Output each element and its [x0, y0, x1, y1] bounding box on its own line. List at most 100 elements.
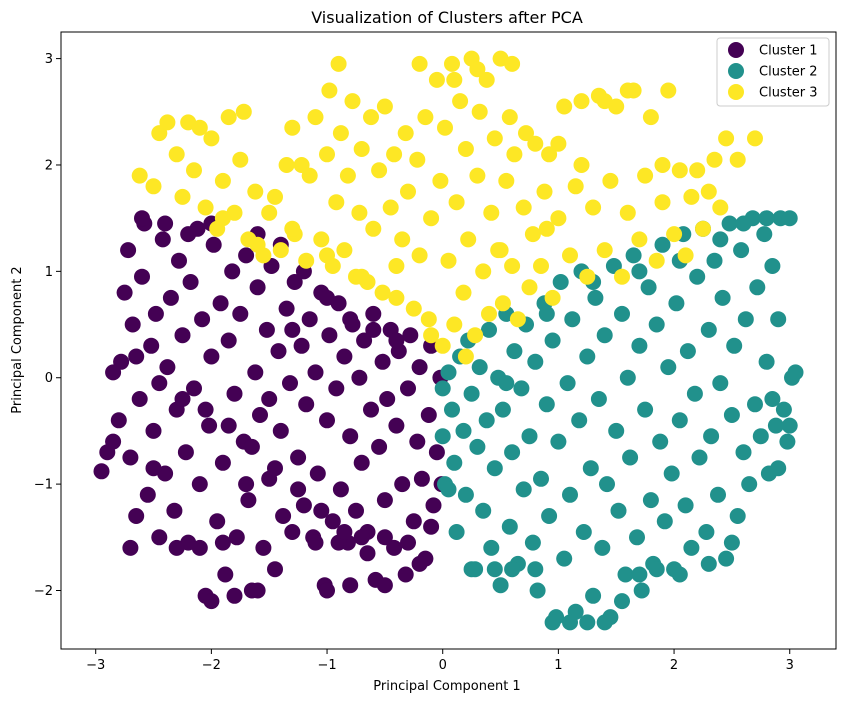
data-point: [599, 476, 615, 493]
data-point: [582, 460, 599, 477]
data-point: [579, 268, 596, 285]
data-point: [648, 561, 665, 578]
data-point: [342, 428, 359, 445]
data-point: [238, 476, 255, 493]
data-point: [405, 513, 422, 530]
data-point: [562, 247, 578, 264]
data-point: [309, 465, 326, 482]
data-point: [723, 407, 740, 423]
data-point: [365, 305, 382, 322]
data-point: [723, 534, 740, 551]
data-point: [642, 492, 659, 509]
data-point: [455, 284, 472, 301]
data-point: [556, 550, 573, 567]
data-point: [781, 210, 798, 227]
data-point: [147, 305, 164, 322]
data-point: [376, 492, 393, 509]
data-point: [122, 449, 139, 466]
data-point: [737, 311, 754, 328]
data-point: [679, 343, 696, 360]
data-point: [356, 332, 373, 349]
data-point: [174, 327, 191, 344]
data-point: [504, 561, 521, 578]
data-point: [504, 55, 521, 72]
data-point: [275, 508, 292, 524]
data-point: [217, 566, 234, 583]
data-point: [298, 252, 315, 269]
data-point: [336, 348, 353, 365]
legend-marker: [728, 84, 744, 100]
legend-label: Cluster 3: [759, 86, 818, 101]
data-point: [770, 460, 787, 477]
data-point: [177, 444, 194, 461]
data-point: [756, 226, 773, 243]
data-point: [538, 305, 555, 322]
data-point: [168, 539, 185, 556]
data-point: [205, 236, 222, 253]
data-point: [376, 98, 393, 115]
data-point: [298, 396, 315, 413]
data-point: [386, 539, 403, 556]
data-point: [319, 289, 335, 306]
data-point: [131, 391, 148, 407]
data-point: [247, 364, 264, 381]
data-point: [575, 524, 592, 540]
data-point: [469, 167, 486, 184]
data-point: [596, 614, 613, 631]
data-point: [552, 274, 569, 290]
data-point: [290, 481, 307, 498]
data-point: [444, 401, 460, 418]
data-point: [186, 380, 202, 397]
data-point: [228, 529, 245, 546]
data-point: [402, 327, 419, 344]
data-point: [721, 215, 738, 232]
data-point: [741, 476, 758, 493]
data-point: [691, 449, 708, 466]
data-point: [506, 146, 523, 163]
data-point: [201, 417, 218, 434]
data-point: [481, 305, 497, 322]
data-point: [203, 593, 220, 610]
data-point: [307, 109, 324, 126]
data-point: [550, 135, 567, 152]
y-axis-label: Principal Component 2: [10, 266, 25, 413]
data-point: [622, 449, 639, 466]
data-point: [501, 518, 518, 535]
data-point: [527, 135, 544, 152]
data-point: [460, 231, 477, 248]
data-point: [571, 412, 588, 429]
data-point: [706, 151, 723, 168]
data-point: [663, 465, 680, 482]
data-point: [336, 524, 353, 540]
data-point: [139, 486, 156, 503]
data-point: [400, 380, 416, 397]
legend-box: [716, 37, 830, 107]
data-point: [529, 582, 546, 599]
data-point: [272, 242, 289, 259]
x-axis: −3 −2 −1 0 1 2 3: [86, 649, 794, 673]
data-point: [446, 71, 463, 88]
data-point: [293, 337, 310, 354]
data-point: [637, 401, 654, 418]
data-point: [767, 417, 784, 434]
data-point: [157, 215, 174, 232]
data-point: [483, 204, 500, 221]
data-point: [452, 93, 469, 110]
data-point: [409, 433, 426, 450]
y-tick-label: 1: [45, 265, 53, 280]
data-point: [197, 199, 214, 216]
data-point: [494, 295, 511, 312]
data-point: [301, 311, 318, 328]
data-point: [735, 215, 752, 232]
data-point: [440, 481, 457, 498]
data-point: [515, 199, 532, 216]
data-point: [562, 486, 578, 503]
data-point: [319, 146, 335, 163]
data-point: [550, 210, 567, 227]
data-point: [631, 231, 648, 248]
data-point: [619, 204, 636, 221]
data-point: [194, 311, 211, 328]
data-point: [483, 539, 500, 556]
data-point: [261, 391, 278, 407]
